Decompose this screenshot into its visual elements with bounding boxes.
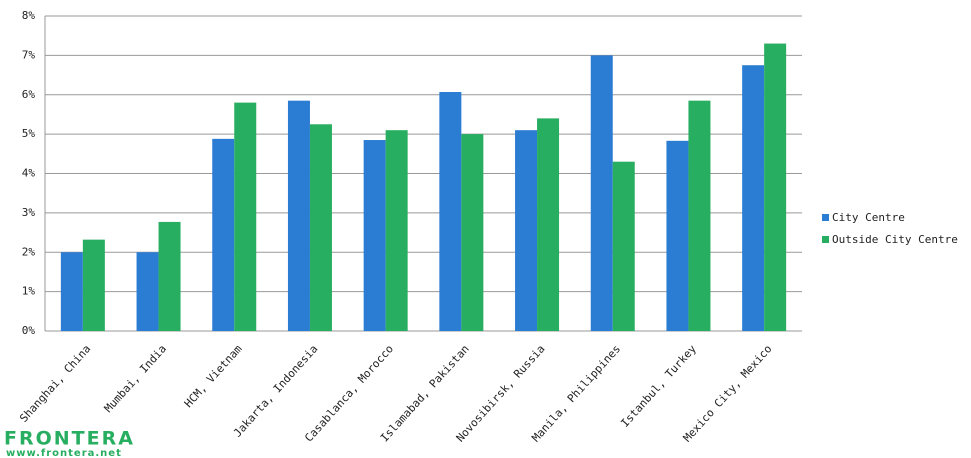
logo-name: FRONTERA <box>4 428 135 450</box>
legend-label: City Centre <box>832 211 905 224</box>
x-tick-label: Casablanca, Morocco <box>302 342 396 444</box>
bar <box>612 161 635 331</box>
x-tick-label: Mexico City, Mexico <box>681 342 775 444</box>
bar <box>666 140 689 331</box>
bar <box>590 55 613 331</box>
x-tick-label: Islamabad, Pakistan <box>378 342 472 444</box>
bar <box>158 221 181 331</box>
bar <box>234 102 257 331</box>
bar <box>742 65 765 331</box>
bar <box>82 239 105 331</box>
y-tick-label: 3% <box>22 206 36 219</box>
logo-url: www.frontera.net <box>6 448 122 458</box>
bar <box>515 130 538 331</box>
bar <box>309 124 332 331</box>
bar <box>363 140 386 331</box>
bar <box>212 138 235 331</box>
y-tick-label: 6% <box>22 88 36 101</box>
y-tick-label: 5% <box>22 127 36 140</box>
x-tick-label: Novosibirsk, Russia <box>454 342 548 444</box>
bar <box>537 118 560 331</box>
bar <box>136 252 159 331</box>
y-tick-label: 8% <box>22 9 36 22</box>
x-tick-label: Istanbul, Turkey <box>618 342 699 430</box>
bar <box>764 43 787 331</box>
bar <box>439 91 462 332</box>
bar <box>461 134 484 331</box>
y-tick-label: 2% <box>22 245 36 258</box>
y-tick-label: 0% <box>22 324 36 337</box>
legend-swatch <box>822 236 829 243</box>
x-tick-label: Manila, Philippines <box>529 342 623 444</box>
y-tick-label: 7% <box>22 48 36 61</box>
y-tick-label: 4% <box>22 167 36 180</box>
bar <box>385 130 408 331</box>
legend-label: Outside City Centre <box>832 233 958 246</box>
bar <box>60 252 83 331</box>
x-tick-label: Mumbai, India <box>102 342 169 415</box>
bar <box>287 100 310 331</box>
x-tick-label: HCM, Vietnam <box>182 342 245 410</box>
x-tick-label: Shanghai, China <box>17 342 93 425</box>
y-tick-label: 1% <box>22 285 36 298</box>
legend-swatch <box>822 214 829 221</box>
x-tick-label: Jakarta, Indonesia <box>231 342 320 439</box>
bar <box>688 100 711 331</box>
